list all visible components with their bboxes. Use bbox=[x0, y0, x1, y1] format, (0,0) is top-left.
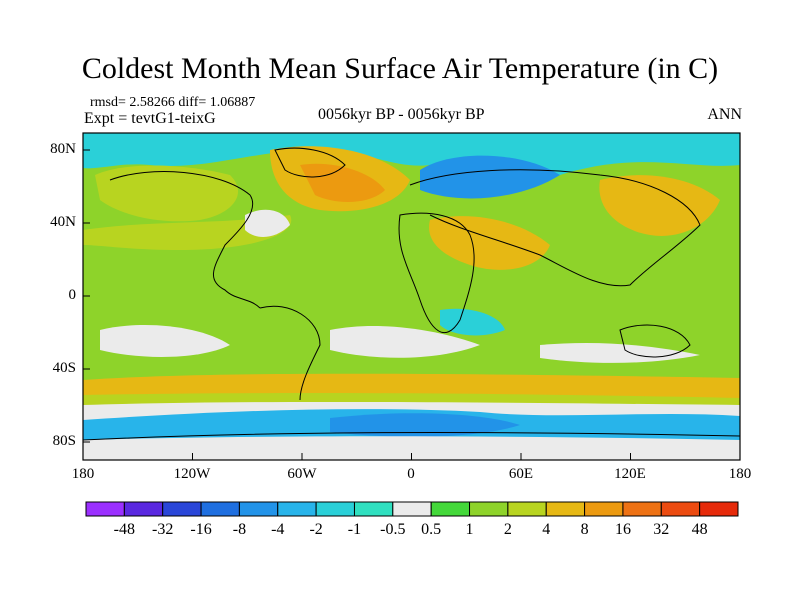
colorbar-label: 32 bbox=[653, 521, 670, 538]
colorbar-label: 2 bbox=[503, 521, 512, 538]
colorbar-label: 4 bbox=[542, 521, 551, 538]
field-white-sindian bbox=[540, 343, 700, 363]
field-white-atlantic bbox=[245, 209, 290, 237]
coast-samerica bbox=[259, 305, 321, 401]
lon-label-60w: 60W bbox=[287, 466, 317, 482]
field-arctic bbox=[83, 133, 740, 180]
colorbar-box bbox=[277, 501, 317, 517]
colorbar-box bbox=[315, 501, 355, 517]
colorbar-label: -2 bbox=[309, 521, 323, 538]
field-antarctica-core bbox=[330, 413, 520, 437]
colorbar-label: 1 bbox=[465, 521, 474, 538]
colorbar-label: -48 bbox=[113, 521, 135, 538]
colorbar-label: 8 bbox=[580, 521, 589, 538]
colorbar-box bbox=[507, 501, 547, 517]
field-natlantic-core bbox=[300, 163, 385, 202]
field-east-asia bbox=[599, 175, 720, 236]
colorbar-label: -16 bbox=[190, 521, 212, 538]
lon-label-180w: 180 bbox=[71, 466, 95, 482]
coast-africa bbox=[398, 212, 475, 333]
colorbar-box bbox=[238, 501, 279, 517]
colorbar-box bbox=[622, 501, 662, 517]
field-cyan-africa bbox=[440, 308, 505, 336]
field-npacific bbox=[83, 215, 292, 250]
lat-label-80s: 80S bbox=[52, 433, 76, 449]
colorbar-box bbox=[584, 501, 624, 517]
stats-line: rmsd= 2.58266 diff= 1.06887 bbox=[90, 95, 256, 110]
colorbar-box bbox=[545, 501, 586, 517]
lat-label-40n: 40N bbox=[50, 214, 76, 230]
colorbar-label: 48 bbox=[691, 521, 708, 538]
coastlines bbox=[83, 147, 740, 441]
coast-greenland bbox=[274, 147, 346, 178]
period-label: 0056kyr BP - 0056kyr BP bbox=[318, 106, 485, 123]
plot-title: Coldest Month Mean Surface Air Temperatu… bbox=[81, 52, 719, 85]
colorbar-box bbox=[699, 501, 739, 517]
colorbar-label: 0.5 bbox=[421, 521, 442, 538]
field-white-spacific bbox=[100, 325, 230, 357]
lon-label-120e: 120E bbox=[614, 466, 646, 482]
colorbar-box bbox=[85, 501, 125, 517]
colorbar-label: -8 bbox=[232, 521, 247, 538]
colorbar-box bbox=[430, 501, 471, 517]
field-white-satlantic bbox=[330, 325, 480, 358]
colorbar-label: 16 bbox=[614, 521, 631, 538]
lat-label-80n: 80N bbox=[50, 141, 76, 157]
colorbar-boxes bbox=[85, 501, 739, 517]
lon-label-0: 0 bbox=[407, 466, 415, 482]
season-label: ANN bbox=[707, 106, 742, 123]
colorbar-box bbox=[392, 501, 432, 517]
map-fields bbox=[83, 133, 740, 460]
coast-namerica bbox=[109, 171, 261, 309]
colorbar-label: -0.5 bbox=[380, 521, 406, 538]
colorbar-box bbox=[200, 501, 240, 517]
lon-label-120w: 120W bbox=[173, 466, 211, 482]
colorbar-label: -32 bbox=[152, 521, 174, 538]
colorbar-box bbox=[162, 501, 202, 517]
field-antarctica-white bbox=[83, 436, 740, 460]
field-namerica bbox=[95, 165, 239, 222]
colorbar-box bbox=[660, 501, 701, 517]
colorbar-label: -4 bbox=[271, 521, 285, 538]
lon-label-60e: 60E bbox=[508, 466, 534, 482]
experiment-label: Expt = tevtG1-teixG bbox=[84, 110, 216, 127]
field-africa-north bbox=[429, 216, 550, 270]
coast-eurasia bbox=[409, 169, 701, 287]
colorbar-label: -1 bbox=[347, 521, 362, 538]
lat-label-eq: 0 bbox=[68, 287, 77, 303]
coast-antarctica bbox=[83, 432, 740, 441]
lat-label-40s: 40S bbox=[52, 360, 76, 376]
colorbar-box bbox=[469, 501, 509, 517]
field-siberia-blue bbox=[420, 155, 560, 199]
colorbar-box bbox=[123, 501, 164, 517]
colorbar-box bbox=[353, 501, 394, 517]
coast-australia bbox=[619, 324, 691, 358]
map-ticks bbox=[82, 149, 741, 460]
lon-label-180e: 180 bbox=[728, 466, 752, 482]
